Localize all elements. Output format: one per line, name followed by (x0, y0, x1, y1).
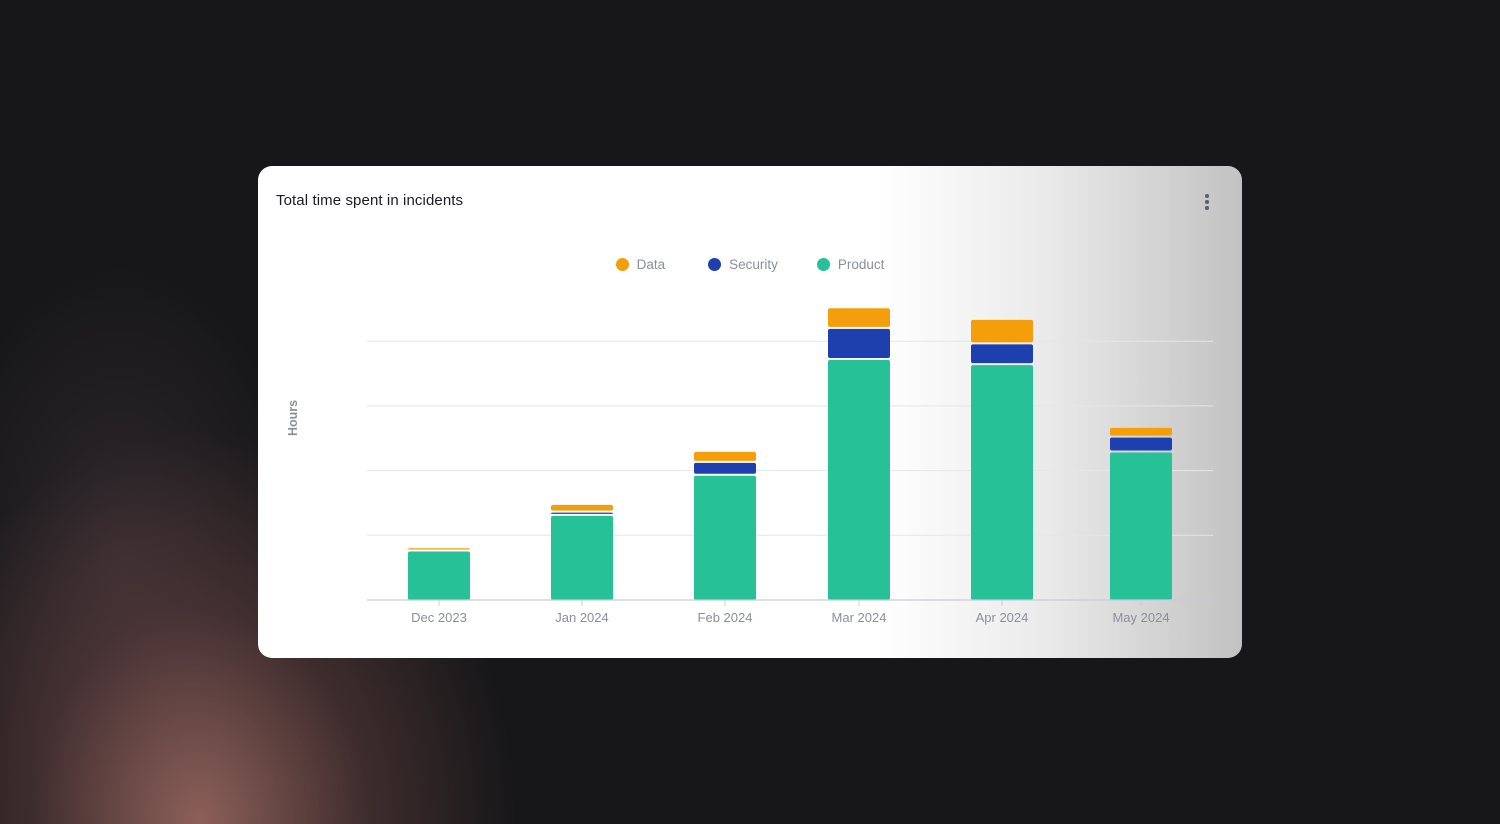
legend-label-product: Product (837, 256, 885, 272)
bar-stack-mar-2024[interactable] (828, 308, 890, 600)
chart-plot-area: Dec 2023 Jan 2024 Feb 2024 Mar 2024 Apr 2024… (367, 308, 1213, 625)
x-tick-label: Feb 2024 (698, 610, 753, 625)
x-tick-label: Apr 2024 (976, 610, 1029, 625)
bar-segment-product[interactable] (828, 359, 890, 600)
bar-segment-security[interactable] (971, 344, 1033, 364)
legend-item-product[interactable]: Product (816, 254, 885, 274)
bar-stack-jan-2024[interactable] (551, 504, 613, 600)
bar-segment-product[interactable] (1110, 452, 1172, 600)
more-vertical-icon-dot (1205, 200, 1209, 204)
bar-segment-product[interactable] (408, 551, 470, 600)
bar-segment-data[interactable] (971, 319, 1033, 343)
x-tick-label: Dec 2023 (411, 610, 467, 625)
bar-segment-security[interactable] (694, 462, 756, 474)
bar-stack-dec-2023[interactable] (408, 548, 470, 600)
legend-item-security[interactable]: Security (708, 254, 778, 274)
bar-segment-data[interactable] (1110, 427, 1172, 436)
bar-segment-product[interactable] (551, 515, 613, 600)
x-tick-label: Mar 2024 (832, 610, 887, 625)
card-title: Total time spent in incidents (276, 192, 464, 209)
legend-swatch-product (816, 257, 830, 271)
chart-card: Total time spent in incidents Data Securi… (258, 166, 1242, 658)
bar-stack-feb-2024[interactable] (694, 451, 756, 600)
more-vertical-icon (1205, 194, 1209, 198)
bar-segment-data[interactable] (694, 451, 756, 461)
bar-segment-product[interactable] (971, 365, 1033, 600)
chart-legend: Data Security Product (258, 254, 1242, 274)
more-vertical-icon-dot (1205, 206, 1209, 210)
legend-label-security: Security (729, 256, 778, 272)
bar-segment-data[interactable] (828, 308, 890, 327)
x-tick-label: Jan 2024 (555, 610, 609, 625)
legend-swatch-security (708, 257, 722, 271)
legend-swatch-data (615, 257, 629, 271)
legend-item-data[interactable]: Data (615, 254, 666, 274)
bar-stack-may-2024[interactable] (1110, 427, 1172, 600)
bar-segment-security[interactable] (828, 328, 890, 358)
bar-segment-data[interactable] (408, 548, 470, 550)
bar-stack-apr-2024[interactable] (971, 319, 1033, 600)
legend-label-data: Data (636, 256, 666, 272)
more-options-button[interactable] (1196, 190, 1218, 214)
bar-segment-security[interactable] (551, 512, 613, 514)
bar-segment-security[interactable] (1110, 437, 1172, 451)
x-tick-label: May 2024 (1112, 610, 1169, 625)
bar-segment-data[interactable] (551, 504, 613, 511)
bar-segment-product[interactable] (694, 475, 756, 600)
